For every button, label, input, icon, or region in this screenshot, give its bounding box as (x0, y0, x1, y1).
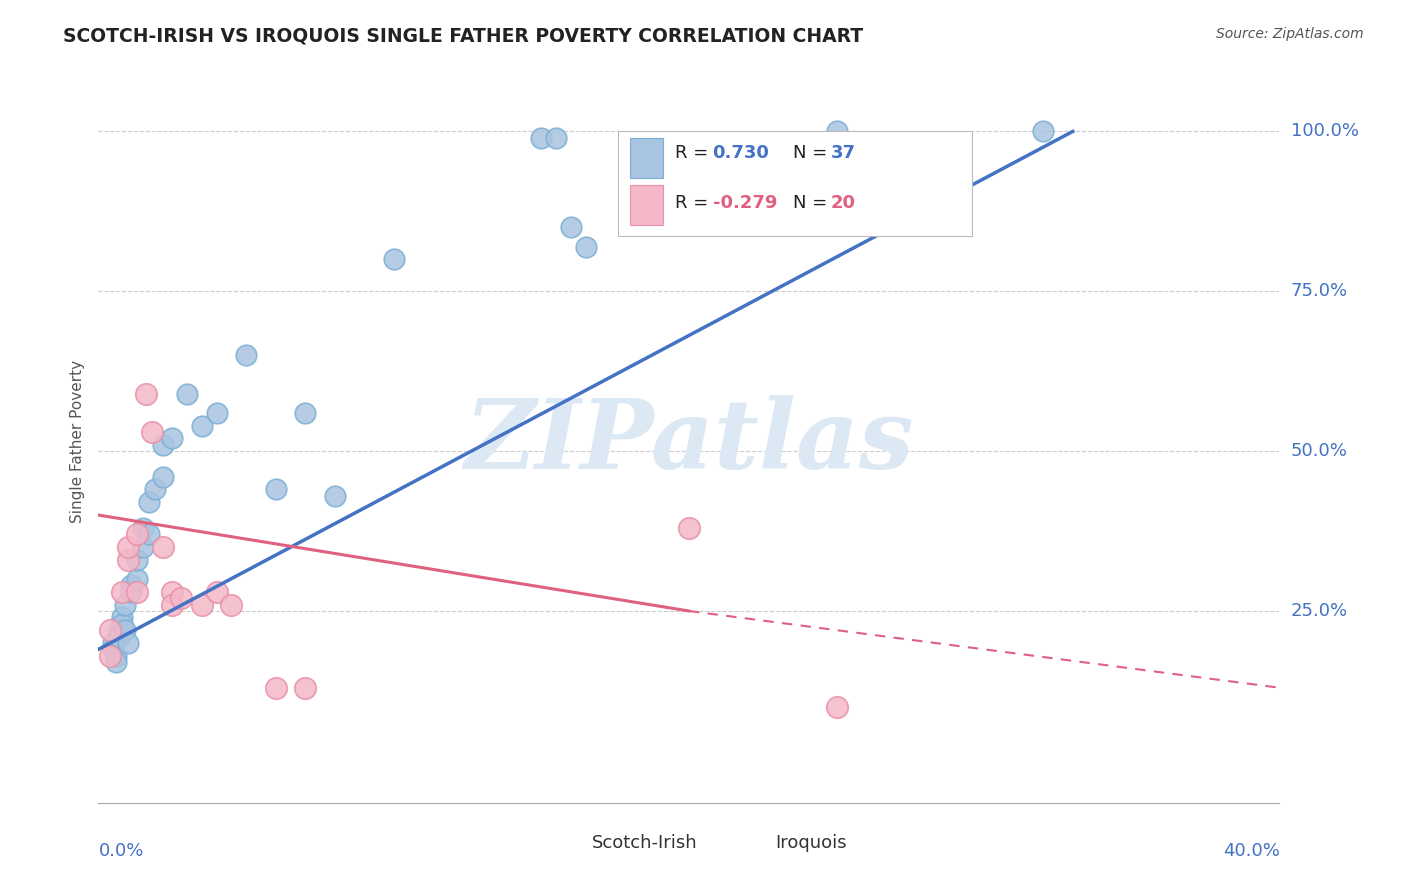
Point (294, 406, 316, 420)
Point (575, 239, 598, 253)
Text: R =: R = (675, 144, 714, 161)
Text: Iroquois: Iroquois (775, 833, 846, 852)
Point (111, 616, 134, 631)
Bar (730, 828, 766, 861)
Point (138, 527, 160, 541)
Point (1032, 124, 1054, 138)
Bar (630, 138, 664, 178)
FancyBboxPatch shape (619, 131, 973, 235)
Point (132, 521, 155, 535)
Point (205, 406, 228, 420)
Text: SCOTCH-IRISH VS IROQUOIS SINGLE FATHER POVERTY CORRELATION CHART: SCOTCH-IRISH VS IROQUOIS SINGLE FATHER P… (63, 27, 863, 45)
Point (108, 630, 131, 644)
Point (105, 655, 128, 669)
Point (98, 623, 121, 637)
Point (235, 348, 257, 362)
Bar (630, 185, 664, 225)
Text: 25.0%: 25.0% (1291, 602, 1348, 620)
Point (191, 418, 214, 433)
Text: 100.0%: 100.0% (1291, 122, 1358, 140)
Point (111, 584, 134, 599)
Point (162, 431, 183, 445)
Text: N =: N = (793, 144, 832, 161)
Point (162, 598, 183, 612)
Point (138, 495, 160, 509)
Point (546, 131, 568, 145)
Text: 37: 37 (831, 144, 856, 161)
Point (120, 584, 142, 599)
Point (132, 540, 155, 554)
Text: 0.730: 0.730 (713, 144, 769, 161)
Text: Scotch-Irish: Scotch-Irish (592, 833, 697, 852)
Point (382, 252, 405, 267)
Point (103, 642, 125, 657)
Point (264, 483, 287, 497)
Point (162, 584, 183, 599)
Text: ZIPatlas: ZIPatlas (464, 394, 914, 489)
Point (141, 425, 163, 439)
Point (152, 438, 174, 452)
Point (114, 598, 136, 612)
Point (125, 553, 148, 567)
Point (98, 648, 121, 663)
Point (221, 598, 243, 612)
Point (105, 648, 128, 663)
Text: 50.0%: 50.0% (1291, 442, 1347, 460)
Point (530, 131, 553, 145)
Text: R =: R = (675, 194, 714, 212)
Point (143, 483, 166, 497)
Point (825, 699, 848, 714)
Point (125, 572, 148, 586)
Point (678, 521, 700, 535)
Text: 75.0%: 75.0% (1291, 282, 1348, 301)
Point (114, 623, 136, 637)
Text: 20: 20 (831, 194, 856, 212)
Text: N =: N = (793, 194, 832, 212)
Point (117, 540, 139, 554)
Point (323, 489, 346, 503)
Point (152, 469, 174, 483)
Text: -0.279: -0.279 (713, 194, 778, 212)
Text: Source: ZipAtlas.com: Source: ZipAtlas.com (1216, 27, 1364, 41)
Point (117, 636, 139, 650)
Point (111, 610, 134, 624)
Text: 40.0%: 40.0% (1223, 842, 1279, 860)
Point (264, 681, 287, 695)
Point (191, 598, 214, 612)
Y-axis label: Single Father Poverty: Single Father Poverty (69, 360, 84, 523)
Text: 0.0%: 0.0% (98, 842, 143, 860)
Point (125, 584, 148, 599)
Bar (547, 828, 582, 861)
Point (152, 540, 174, 554)
Point (135, 386, 157, 401)
Point (117, 553, 139, 567)
Point (294, 681, 316, 695)
Point (205, 584, 228, 599)
Point (120, 578, 142, 592)
Point (125, 527, 148, 541)
Point (170, 591, 193, 606)
Point (825, 124, 848, 138)
Point (103, 636, 125, 650)
Point (176, 386, 198, 401)
Point (560, 220, 582, 235)
Point (108, 623, 131, 637)
